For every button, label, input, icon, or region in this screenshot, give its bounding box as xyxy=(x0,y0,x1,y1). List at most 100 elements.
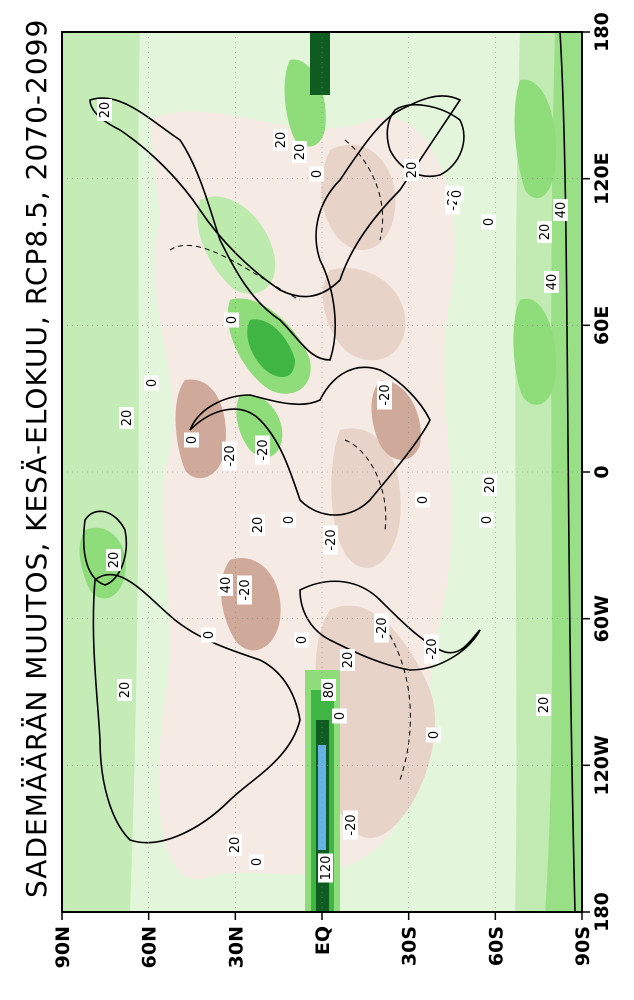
greenland-coast xyxy=(82,510,128,586)
contour-label: 0 xyxy=(201,627,217,643)
contour-label: 20 xyxy=(340,649,356,671)
contour-label: 0 xyxy=(184,432,200,448)
atlantic-drying xyxy=(331,428,401,568)
contour-label: 20 xyxy=(273,129,289,151)
svg-text:0: 0 xyxy=(482,218,497,226)
contour-label: 0 xyxy=(294,632,310,648)
svg-text:-20: -20 xyxy=(425,638,440,659)
lat-tick-label: 90N xyxy=(52,926,74,968)
svg-text:0: 0 xyxy=(225,316,240,324)
eurasia-coast xyxy=(89,95,462,361)
lon-tick-label: 180 xyxy=(591,892,613,932)
indian-ocean-drying xyxy=(322,268,406,361)
svg-text:0: 0 xyxy=(480,516,495,524)
contour-label: 120 xyxy=(318,853,334,883)
axis-ticks: 180 120E 60E 0 60W 120W 180 90N 60N 30N EQ 30S 60S 90… xyxy=(52,12,613,968)
negative-contours xyxy=(169,139,411,781)
north-america-coast xyxy=(92,573,301,844)
antarctica-coast xyxy=(559,32,576,912)
svg-text:-20: -20 xyxy=(344,814,359,835)
western-pacific-drying xyxy=(321,144,396,250)
contour-label: 20 xyxy=(250,514,266,536)
lon-tick-label: 60E xyxy=(591,306,613,345)
contour-label: 20 xyxy=(482,474,498,496)
coastlines xyxy=(82,32,576,912)
svg-text:0: 0 xyxy=(295,636,310,644)
arctic-field xyxy=(62,32,140,912)
lon-tick-label: 120W xyxy=(591,735,613,796)
lon-tick-label: 120E xyxy=(591,152,613,205)
contour-label: -20 xyxy=(343,810,359,840)
contour-label: -20 xyxy=(424,634,440,664)
svg-text:-20: -20 xyxy=(324,529,339,550)
contour-label: 20 xyxy=(97,99,113,121)
lon-tick-label: 60W xyxy=(591,595,613,642)
svg-text:-20: -20 xyxy=(238,579,253,600)
contour-labels: 2020202020020-20020404000-200-20-2020020… xyxy=(97,99,569,883)
svg-text:-20: -20 xyxy=(375,617,390,638)
lat-tick-label: 60S xyxy=(485,926,507,966)
contour-label: 0 xyxy=(224,312,240,328)
svg-text:20: 20 xyxy=(107,552,122,569)
svg-text:40: 40 xyxy=(219,577,234,594)
svg-text:0: 0 xyxy=(185,436,200,444)
india-monsoon-core xyxy=(247,319,295,377)
contour-label: 40 xyxy=(218,574,234,596)
contour-label: 20 xyxy=(536,694,552,716)
map-title: SADEMÄÄRÄN MUUTOS, KESÄ-ELOKUU, RCP8.5, … xyxy=(20,19,53,898)
contour-label: 20 xyxy=(119,407,135,429)
contour-label: 20 xyxy=(537,221,553,243)
sahel-increase xyxy=(236,394,283,458)
south-america-coast xyxy=(299,580,481,671)
svg-text:0: 0 xyxy=(416,496,431,504)
svg-text:0: 0 xyxy=(310,170,325,178)
svg-text:0: 0 xyxy=(282,516,297,524)
africa-coast xyxy=(189,366,431,516)
contour-label: 20 xyxy=(404,159,420,181)
contour-label: 0 xyxy=(426,727,442,743)
australia-coast xyxy=(386,104,465,177)
svg-text:20: 20 xyxy=(483,477,498,494)
contour-label: 0 xyxy=(249,854,265,870)
svg-text:20: 20 xyxy=(293,144,308,161)
svg-text:0: 0 xyxy=(427,731,442,739)
svg-text:0: 0 xyxy=(333,712,348,720)
svg-text:-20: -20 xyxy=(378,384,393,405)
contour-label: 0 xyxy=(415,492,431,508)
contour-label: -20 xyxy=(323,525,339,555)
contour-label: 20 xyxy=(292,141,308,163)
svg-text:-20: -20 xyxy=(256,439,271,460)
contour-label: 80 xyxy=(321,679,337,701)
contour-label: 40 xyxy=(553,199,569,221)
contour-label: -20 xyxy=(374,613,390,643)
lon-tick-label: 0 xyxy=(591,465,613,478)
north-atlantic-increase xyxy=(79,527,126,599)
svg-text:0: 0 xyxy=(250,858,265,866)
svg-text:20: 20 xyxy=(537,697,552,714)
itcz-west-pacific xyxy=(310,32,330,95)
contour-label: 0 xyxy=(144,375,160,391)
svg-text:40: 40 xyxy=(554,202,569,219)
lon-tick-label: 180 xyxy=(591,12,613,52)
contour-label: 20 xyxy=(117,679,133,701)
svg-text:20: 20 xyxy=(538,224,553,241)
contour-label: 0 xyxy=(479,512,495,528)
contour-label: -20 xyxy=(222,441,238,471)
svg-text:0: 0 xyxy=(145,379,160,387)
svg-text:20: 20 xyxy=(228,837,243,854)
svg-text:20: 20 xyxy=(118,682,133,699)
svg-text:0: 0 xyxy=(202,631,217,639)
svg-text:-20: -20 xyxy=(223,445,238,466)
contour-label: 0 xyxy=(309,166,325,182)
contour-label: 20 xyxy=(227,834,243,856)
svg-text:40: 40 xyxy=(545,274,560,291)
east-asia-increase xyxy=(197,196,276,294)
contour-label: -20 xyxy=(377,380,393,410)
lat-tick-label: 90S xyxy=(572,926,594,966)
lat-tick-label: EQ xyxy=(312,926,334,955)
svg-text:20: 20 xyxy=(405,162,420,179)
contour-label: 40 xyxy=(544,271,560,293)
contour-label: 0 xyxy=(449,186,465,202)
